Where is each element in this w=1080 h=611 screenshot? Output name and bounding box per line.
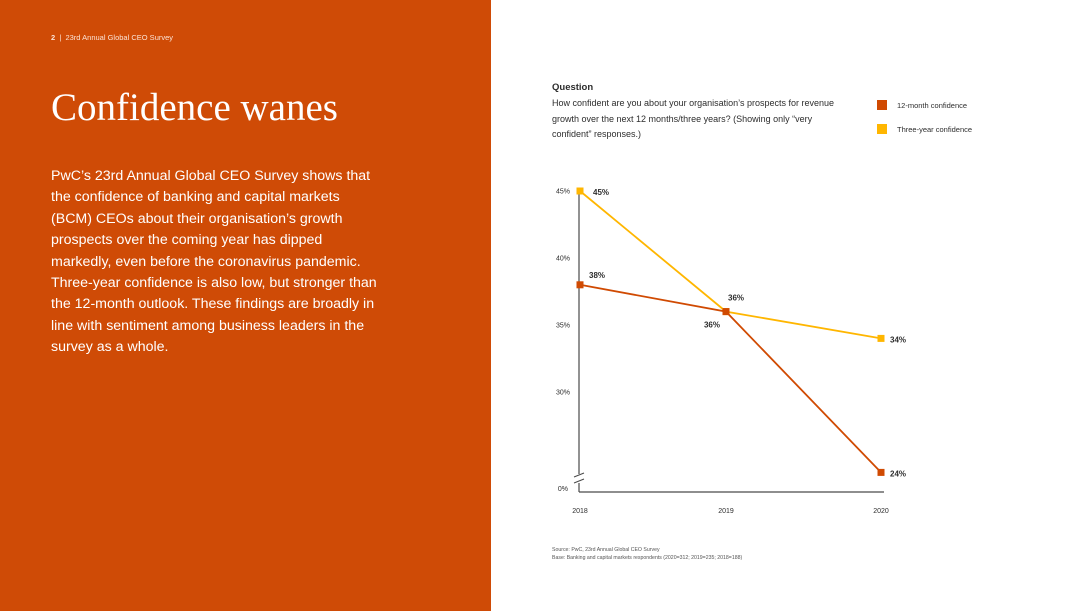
axis-break-mark [573, 472, 585, 478]
data-label: 34% [890, 335, 906, 344]
page-number: 2 [51, 33, 56, 42]
axis-break-mark [573, 478, 585, 484]
data-label: 45% [593, 188, 609, 197]
question-text: How confident are you about your organis… [552, 98, 835, 139]
data-point [722, 308, 730, 316]
axis-break-gap [573, 474, 585, 483]
data-label: 38% [589, 271, 605, 280]
y-tick-label: 30% [556, 390, 570, 397]
page-title: Confidence wanes [51, 86, 338, 129]
y-tick-label: 35% [556, 323, 570, 330]
page-header: 2 | 23rd Annual Global CEO Survey [51, 33, 173, 42]
x-tick-label: 2020 [873, 508, 889, 515]
orange-panel: 2 | 23rd Annual Global CEO Survey Confid… [0, 0, 491, 611]
publication-name: 23rd Annual Global CEO Survey [65, 33, 174, 42]
legend-label-12-month: 12-month confidence [897, 101, 968, 110]
data-point [877, 468, 885, 476]
header-separator: | [59, 33, 62, 42]
y-tick-label: 45% [556, 189, 570, 196]
data-point [576, 187, 584, 195]
y-tick-label: 0% [558, 486, 568, 493]
legend-label-three-year: Three-year confidence [897, 125, 973, 134]
data-label: 36% [704, 321, 720, 330]
base-line: Base: Banking and capital markets respon… [552, 555, 743, 562]
data-label: 24% [890, 469, 906, 478]
legend-swatch-12-month [877, 100, 887, 110]
legend-swatch-three-year [877, 124, 887, 134]
line-chart: 45% 40% 35% 30% 0% 2018 2019 2020 45% 36% 34% 38% 36… [556, 187, 906, 515]
body-paragraph: PwC’s 23rd Annual Global CEO Survey show… [51, 168, 377, 356]
data-point [576, 281, 584, 289]
data-label: 36% [728, 294, 744, 303]
question-label: Question [552, 82, 594, 93]
x-tick-label: 2019 [718, 508, 734, 515]
y-tick-label: 40% [556, 256, 570, 263]
source-note: Source: PwC, 23rd Annual Global CEO Surv… [552, 546, 742, 563]
source-line: Source: PwC, 23rd Annual Global CEO Surv… [552, 547, 660, 553]
chart-panel: Question How confident are you about you… [491, 0, 1080, 611]
data-point [877, 334, 885, 342]
x-tick-label: 2018 [572, 508, 588, 515]
